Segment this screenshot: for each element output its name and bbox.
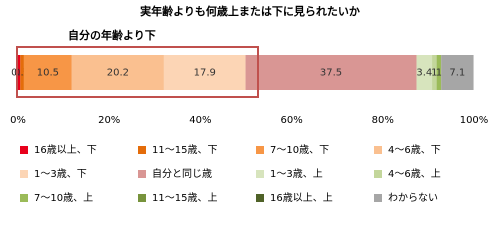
chart-title: 実年齢よりも何歳上または下に見られたいか (140, 4, 360, 18)
legend-label: 4～6歳、上 (388, 168, 441, 180)
legend-swatch (20, 170, 28, 178)
legend-label: 自分と同じ歳 (152, 167, 212, 180)
legend-swatch (256, 146, 264, 154)
x-tick-label: 80% (372, 115, 394, 126)
data-label: 37.5 (320, 68, 342, 79)
bar-segment (436, 55, 442, 90)
legend-swatch (20, 146, 28, 154)
bars: 0.50.8 10.5 20.2 17.9 37.5 3.411 7.1 (11, 55, 474, 90)
highlight-box (16, 46, 259, 98)
data-label: 0.5 (11, 68, 27, 79)
bar-segment (20, 55, 24, 90)
bar-segment (71, 55, 164, 90)
legend-swatch (374, 170, 382, 178)
annotation: 自分の年齢より下 (68, 28, 156, 42)
data-label: 10.5 (37, 68, 59, 79)
legend-label: 16歳以上、下 (34, 144, 97, 156)
legend-label: 7～10歳、下 (270, 144, 329, 156)
legend-swatch (256, 194, 264, 202)
legend-swatch (256, 170, 264, 178)
legend-label: わからない (388, 192, 438, 204)
x-tick-label: 100% (460, 115, 489, 126)
bar-segment (23, 55, 72, 90)
bar-segment (245, 55, 417, 90)
legend-swatch (138, 194, 146, 202)
bar-segment (18, 55, 21, 90)
legend-label: 11～15歳、下 (152, 144, 217, 156)
bar-segment (432, 55, 437, 90)
legend-swatch (374, 194, 382, 202)
legend-swatch (374, 146, 382, 154)
data-label: 0.8 (14, 68, 30, 79)
chart: 実年齢よりも何歳上または下に見られたいか 0.50.8 10.5 20.2 17.9 3… (10, 4, 489, 204)
bar-segment (416, 55, 433, 90)
bar-segment (163, 55, 246, 90)
x-tick-label: 20% (98, 115, 120, 126)
legend-label: 1～3歳、上 (270, 168, 323, 180)
x-tick-label: 60% (280, 115, 302, 126)
data-label: 17.9 (194, 68, 216, 79)
legend-label: 16歳以上、上 (270, 192, 333, 204)
data-label: 1 (436, 68, 442, 79)
legend-label: 7～10歳、上 (34, 192, 93, 204)
data-label: 7.1 (449, 68, 465, 79)
data-label: 1 (431, 68, 437, 79)
bar-segment (441, 55, 474, 90)
legend-label: 11～15歳、上 (152, 192, 217, 204)
x-tick-label: 40% (189, 115, 211, 126)
legend-label: 1～3歳、下 (34, 168, 87, 180)
legend-swatch (138, 146, 146, 154)
legend-label: 4～6歳、下 (388, 144, 441, 156)
legend-swatch (138, 170, 146, 178)
data-label: 20.2 (107, 68, 129, 79)
x-tick-label: 0% (10, 115, 26, 126)
data-label: 3.4 (416, 68, 432, 79)
legend-swatch (20, 194, 28, 202)
